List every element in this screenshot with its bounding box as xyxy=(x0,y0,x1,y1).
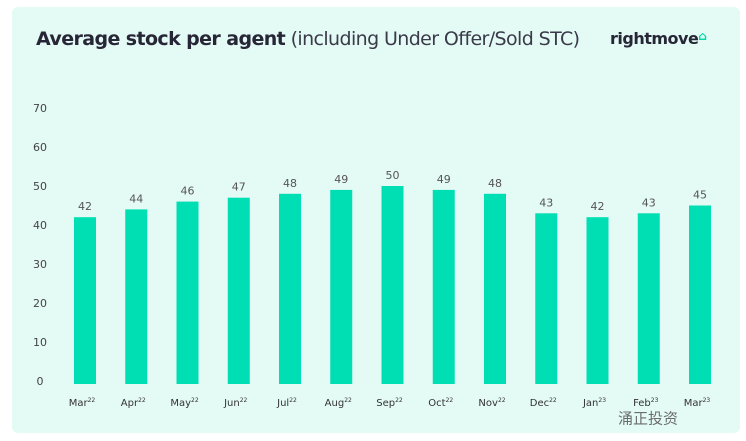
data-label: 49 xyxy=(334,173,348,186)
y-tick-label: 60 xyxy=(33,141,47,154)
bar xyxy=(330,189,353,384)
data-label: 42 xyxy=(78,200,92,213)
data-label: 43 xyxy=(642,196,656,209)
bar xyxy=(279,193,301,384)
y-tick-label: 20 xyxy=(33,297,47,310)
x-tick-label: Aug22 xyxy=(325,397,352,409)
x-tick-label: Dec22 xyxy=(530,397,557,409)
x-tick-label: Jul22 xyxy=(276,397,297,409)
y-tick-label: 10 xyxy=(33,336,47,349)
bar xyxy=(176,201,199,384)
house-icon: ⌂ xyxy=(698,29,707,43)
title-subtitle: (including Under Offer/Sold STC) xyxy=(290,28,580,50)
bar xyxy=(689,205,711,384)
x-tick-label: May22 xyxy=(170,397,199,409)
bar xyxy=(484,193,506,384)
x-tick-label: Mar23 xyxy=(684,397,711,409)
bar xyxy=(227,197,250,384)
y-tick-label: 50 xyxy=(33,180,47,193)
rightmove-logo: rightmove⌂ xyxy=(610,29,707,48)
data-label: 48 xyxy=(488,177,502,190)
chart-title: Average stock per agent (including Under… xyxy=(36,28,580,50)
data-label: 46 xyxy=(181,185,195,198)
data-label: 42 xyxy=(591,200,605,213)
data-label: 43 xyxy=(539,196,553,209)
x-tick-label: Feb23 xyxy=(633,397,659,409)
data-label: 48 xyxy=(283,177,297,190)
bar xyxy=(535,213,558,384)
bar xyxy=(381,186,404,384)
data-label: 44 xyxy=(129,192,143,205)
title-bold: Average stock per agent xyxy=(36,28,286,50)
x-tick-label: Mar22 xyxy=(69,397,96,409)
logo-text: rightmove xyxy=(610,29,699,48)
x-tick-label: Sep22 xyxy=(376,397,403,409)
data-label: 47 xyxy=(232,181,246,194)
x-tick-label: Apr22 xyxy=(121,397,146,409)
x-tick-label: Jan23 xyxy=(582,397,606,409)
y-tick-label: 70 xyxy=(33,102,47,115)
x-tick-label: Nov22 xyxy=(478,397,505,409)
watermark: 涌正投资 xyxy=(618,409,679,428)
data-label: 49 xyxy=(437,173,451,186)
y-tick-label: 40 xyxy=(33,219,47,232)
bar xyxy=(432,189,455,384)
bar xyxy=(586,217,609,384)
bar xyxy=(125,209,148,384)
data-label: 45 xyxy=(693,189,707,202)
x-tick-label: Oct22 xyxy=(428,397,453,409)
bar xyxy=(74,217,96,384)
x-tick-label: Jun22 xyxy=(223,397,247,409)
y-tick-label: 30 xyxy=(33,258,47,271)
data-label: 50 xyxy=(386,169,400,182)
bar xyxy=(637,213,660,384)
y-tick-label: 0 xyxy=(37,375,44,388)
